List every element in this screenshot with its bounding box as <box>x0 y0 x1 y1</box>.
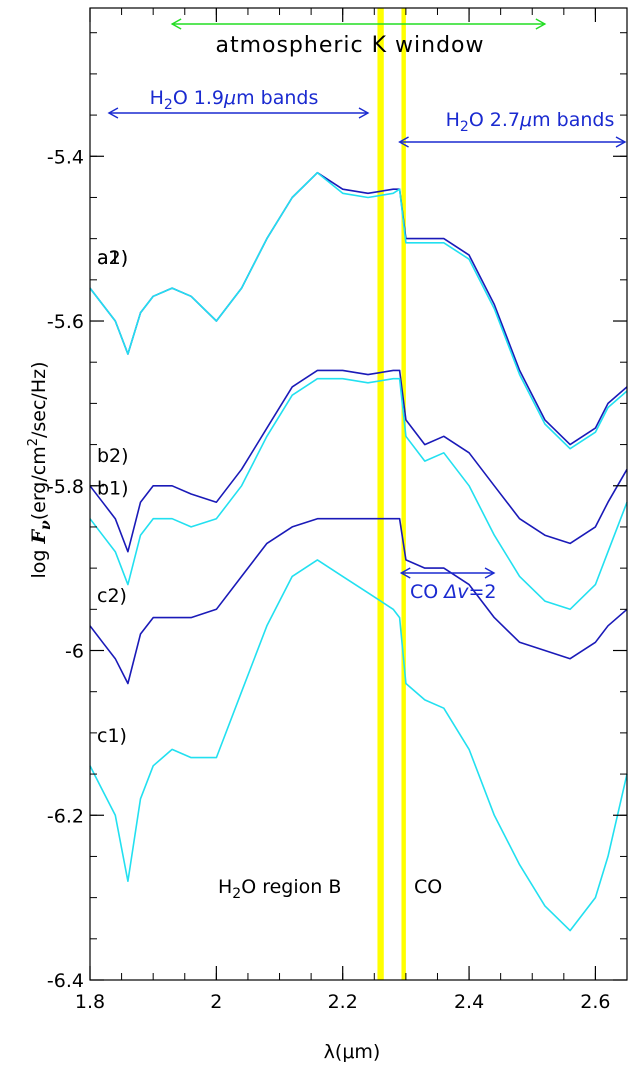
h2o-19-arrow-head-left <box>107 107 119 119</box>
h2o-region-b-label: H2O region B <box>218 876 341 902</box>
atm-window-label: atmospheric K window <box>215 33 484 58</box>
y-tick-label: -6 <box>65 641 84 663</box>
highlight-bands <box>377 8 406 980</box>
series-label-c2: c2) <box>97 585 127 607</box>
y-tick-label: -6.2 <box>47 805 84 827</box>
y-tick-label: -5.8 <box>47 476 84 498</box>
series-line-b2 <box>89 369 628 553</box>
x-tick-label: 1.8 <box>75 991 105 1013</box>
y-axis-label: log Fν(erg/cm2/sec/Hz) <box>26 361 54 578</box>
series-label-b2: b2) <box>97 445 129 467</box>
h2o-19-arrow-head-right <box>358 107 370 119</box>
series-labels: a2)a1) b2) b1) c2) c1) <box>97 247 129 747</box>
series-label-a2: a2) <box>97 247 128 269</box>
co-dv-label: CO Δv=2 <box>410 581 497 603</box>
co-dv-arrow-head-right <box>484 567 496 579</box>
series-line-a2 <box>89 171 628 446</box>
series-line-c1 <box>89 559 628 932</box>
series-line-a1 <box>89 171 628 450</box>
annotations: atmospheric K window H2O 1.9μm bands H2O 2… <box>107 18 627 902</box>
y-tick-label: -5.6 <box>47 311 84 333</box>
series-line-c2 <box>89 517 628 685</box>
plot-frame <box>89 7 628 981</box>
y-tick-label: -6.4 <box>47 970 84 992</box>
atm-window-arrow-head-left <box>170 18 182 30</box>
x-tick-label: 2 <box>210 991 222 1013</box>
series-label-a1: a1) <box>97 247 128 269</box>
h2o-27-label: H2O 2.7μm bands <box>446 109 615 135</box>
x-tick-label: 2.6 <box>580 991 610 1013</box>
h2o-27-arrow-head-right <box>615 136 627 148</box>
y-tick-label: -5.4 <box>47 146 84 168</box>
y-axis-ticks: -5.4 -5.6 -5.8 -6 -6.2 -6.4 <box>47 32 627 992</box>
series-line-b1 <box>89 377 628 611</box>
atm-window-arrow-head-right <box>535 18 547 30</box>
highlight-band-2 <box>401 8 406 980</box>
highlight-band-1 <box>377 8 384 980</box>
co-dv-arrow-head-left <box>399 567 411 579</box>
series-label-c1: c1) <box>97 725 127 747</box>
x-tick-label: 2.4 <box>454 991 484 1013</box>
x-axis-ticks: 1.8 2 2.2 2.4 2.6 <box>75 8 628 1013</box>
x-tick-label: 2.2 <box>328 991 358 1013</box>
series-lines <box>89 171 628 932</box>
h2o-27-arrow-head-left <box>398 136 409 148</box>
co-label: CO <box>414 876 442 898</box>
series-label-b1: b1) <box>97 478 129 500</box>
h2o-19-label: H2O 1.9μm bands <box>150 87 319 113</box>
x-axis-label: λ(μm) <box>324 1041 381 1063</box>
